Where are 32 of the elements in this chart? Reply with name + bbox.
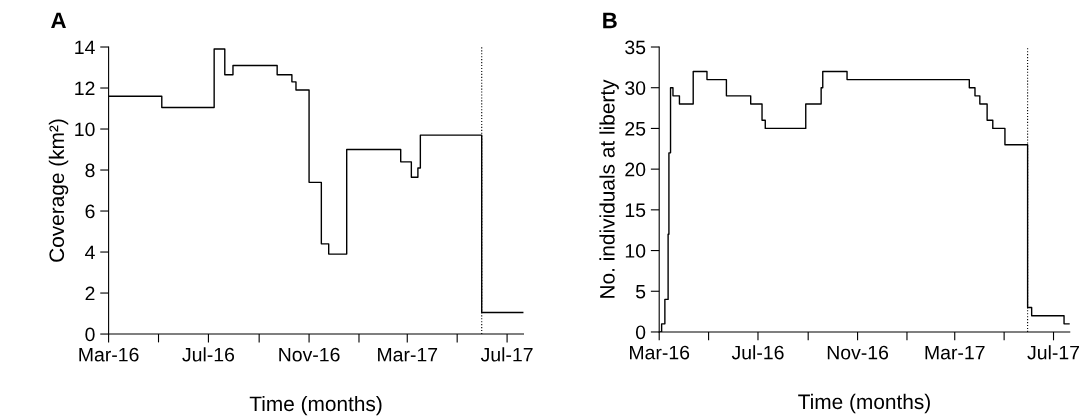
y-tick-label: 4 [85,245,95,260]
y-tick-label: 0 [635,325,646,340]
y-tick-label: 8 [85,163,95,178]
text: A [51,12,66,29]
y-tick-label: 5 [635,284,646,299]
y-tick-label: 15 [625,203,646,218]
y-tick-label: 35 [625,40,646,55]
y-tick-label: 10 [75,122,95,137]
y-tick-label: 6 [85,204,95,219]
x-tick-label: Jul-16 [182,347,235,362]
y-tick-label: 14 [75,40,95,55]
y-axis-title: Coverage (km²) [48,119,69,262]
x-axis-title: Time (months) [798,393,930,414]
y-tick-label: 0 [85,327,95,342]
x-tick-label: Mar-17 [378,347,438,362]
x-tick-label: Mar-17 [925,345,985,360]
text: B [603,12,617,29]
x-tick-label: Jul-17 [480,347,533,362]
y-axis-title: No. individuals at liberty [599,79,619,298]
x-tick-label: Jul-17 [1027,345,1080,360]
y-tick-label: 10 [625,244,646,258]
y-tick-label: 20 [625,162,646,177]
y-tick-label: 25 [625,121,646,136]
y-tick-label: 2 [85,286,95,301]
x-axis-title: Time (months) [249,395,382,416]
x-tick-label: Nov-16 [279,347,340,362]
x-tick-label: Nov-16 [827,345,889,360]
x-tick-label: Mar-16 [79,347,139,362]
x-tick-label: Jul-16 [731,345,784,360]
y-tick-label: 30 [625,81,646,95]
x-tick-label: Mar-16 [630,345,690,360]
y-tick-label: 12 [75,81,95,96]
